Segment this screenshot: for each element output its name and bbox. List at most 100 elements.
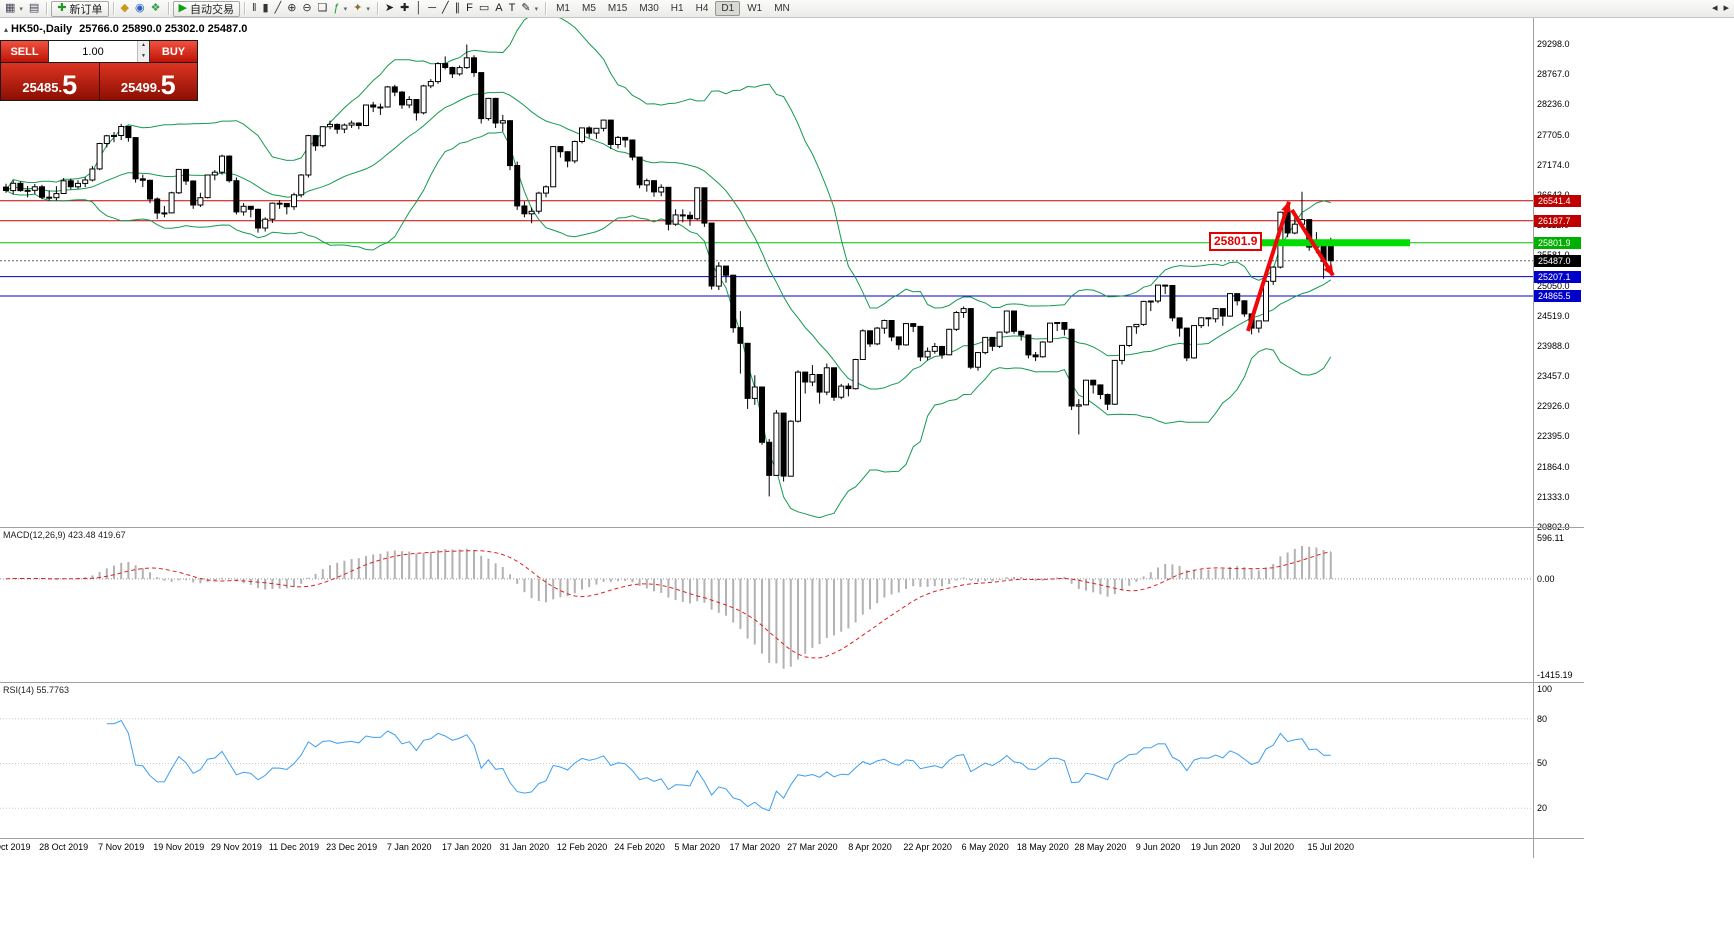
toolbar-separator [545,2,547,15]
volume-down-icon[interactable]: ▼ [138,51,149,62]
date-label: 28 May 2020 [1074,842,1127,852]
objects-icon: ✦ [353,2,363,14]
new-order-button[interactable]: ✚ 新订单 [51,0,109,17]
date-label: 23 Dec 2019 [326,842,378,852]
tile-windows-icon: ❏ [317,2,328,14]
sell-price[interactable]: 25485. 5 [1,63,99,100]
date-label: 15 Jul 2020 [1307,842,1355,852]
timeframe-w1[interactable]: W1 [747,3,763,14]
chevron-down-icon: ▾ [534,5,539,13]
scroll-left-icon[interactable]: ◂ [1709,1,1721,17]
date-label: 17 Mar 2020 [729,842,781,852]
price-badge: 26541.4 [1534,194,1581,207]
new-chart-icon: ▦ [5,2,16,14]
new-chart-icon[interactable]: ▦ ▾ [2,1,26,17]
price-axis-label: 22395.0 [1537,431,1570,442]
scroll-left-icon: ◂ [1711,2,1718,14]
sell-button[interactable]: SELL [1,41,48,62]
objects-icon[interactable]: ✦ ▾ [350,1,373,17]
price-axis-label: 27174.0 [1537,159,1570,170]
toolbar-separator [112,2,114,15]
channel-icon[interactable]: ∥ [452,1,464,17]
draw-tools-icon[interactable]: ✎ ▾ [518,1,541,17]
timeframe-m30[interactable]: M30 [639,3,659,14]
label-icon[interactable]: T [506,1,519,17]
date-label: 24 Feb 2020 [614,842,665,852]
crosshair-icon[interactable]: ✚ [397,1,412,17]
autotrading-button-icon: ▶ [178,2,187,14]
candlestick-chart-icon[interactable]: ▮ [260,1,272,17]
bar-chart-icon[interactable]: ‖ [249,1,260,17]
date-label: 17 Jan 2020 [442,842,492,852]
horizontal-line-icon[interactable]: ─ [425,1,439,17]
tile-windows-icon[interactable]: ❏ [315,1,331,17]
volume-up-icon[interactable]: ▲ [138,41,149,52]
text-icon: A [495,2,503,14]
price-axis-label: 21333.0 [1537,491,1570,502]
macd-indicator-label: MACD(12,26,9) 423.48 419.67 [3,530,126,540]
main-toolbar: ▦ ▾ ▤ ✚ 新订单 ◆ ◉ ❖ ▶ 自动交易 ‖ ▮ ╱ ⊕ ⊖ ❏ ƒ ▾ ✦ ▾ ➤ ✚ │ ─ ╱ ∥ F ▭ A T ✎ ▾ M1 M… [0,0,1734,18]
metaeditor-icon[interactable]: ◆ [118,1,132,17]
date-label: 31 Jan 2020 [499,842,550,852]
chevron-down-icon: ▾ [343,5,348,13]
profiles-icon[interactable]: ▤ [26,1,42,17]
scroll-right-icon[interactable]: ▸ [1720,1,1732,17]
time-axis[interactable]: 16 Oct 2019 28 Oct 2019 7 Nov 2019 19 Nov 2… [0,838,1584,858]
timeframe-d1[interactable]: D1 [715,1,741,16]
price-axis-label: 23457.0 [1537,371,1570,382]
horizontal-line-icon: ─ [428,2,436,14]
cursor-icon[interactable]: ➤ [382,1,397,17]
price-axis-label: 27705.0 [1537,129,1570,140]
timeframe-h1[interactable]: H1 [670,3,684,14]
timeframe-m5[interactable]: M5 [581,3,596,14]
zoom-out-icon[interactable]: ⊖ [299,1,314,17]
text-icon[interactable]: A [492,1,505,17]
price-axis-label: 28767.0 [1537,69,1570,80]
metaeditor-icon: ◆ [120,2,130,14]
timeframe-mn[interactable]: MN [774,3,790,14]
one-click-collapse-icon[interactable]: ▴ [4,25,9,34]
date-label: 16 Oct 2019 [0,842,31,852]
autotrading-button[interactable]: ▶ 自动交易 [172,0,240,17]
price-badge: 24865.5 [1534,289,1581,302]
price-axis-label: 21864.0 [1537,461,1570,472]
panel-separator [0,527,1584,528]
scroll-right-icon: ▸ [1723,2,1729,14]
market-watch-icon[interactable]: ◉ [132,1,148,17]
trendline-icon: ╱ [442,2,449,14]
chevron-down-icon: ▾ [19,5,23,13]
date-label: 9 Jun 2020 [1135,842,1181,852]
label-icon: T [508,2,516,14]
trendline-icon[interactable]: ╱ [439,1,452,17]
timeframe-h4[interactable]: H4 [695,3,709,14]
cursor-icon: ➤ [384,2,395,14]
buy-button[interactable]: BUY [150,41,197,62]
sell-price-main: 25485. [22,80,63,95]
timeframe-m15[interactable]: M15 [607,3,628,14]
vertical-line-icon[interactable]: │ [412,1,425,17]
date-label: 11 Dec 2019 [268,842,320,852]
rsi-axis-label: 80 [1537,713,1548,724]
price-annotation-label[interactable]: 25801.9 [1209,232,1263,251]
autotrading-button-label: 自动交易 [189,3,234,16]
zoom-in-icon[interactable]: ⊕ [284,1,299,17]
indicators-icon[interactable]: ƒ ▾ [331,1,351,17]
volume-field[interactable]: 1.00 ▲ ▼ [48,41,150,62]
price-badge: 25207.1 [1534,270,1581,283]
toolbar-separator [243,2,245,15]
date-label: 19 Nov 2019 [153,842,205,852]
rectangle-icon[interactable]: ▭ [476,1,492,17]
price-chart[interactable] [0,18,1533,527]
timeframe-m1[interactable]: M1 [556,3,570,14]
buy-price[interactable]: 25499. 5 [99,63,197,100]
macd-axis-label: 0.00 [1537,573,1555,584]
date-label: 22 Apr 2020 [903,842,952,852]
fibonacci-icon[interactable]: F [463,1,476,17]
rsi-indicator-label: RSI(14) 55.7763 [3,685,70,695]
navigator-icon[interactable]: ❖ [148,1,164,17]
rsi-panel[interactable] [0,683,1533,838]
line-chart-icon[interactable]: ╱ [272,1,285,17]
channel-icon: ∥ [454,2,461,14]
macd-panel[interactable] [0,528,1533,682]
date-label: 29 Nov 2019 [210,842,262,852]
